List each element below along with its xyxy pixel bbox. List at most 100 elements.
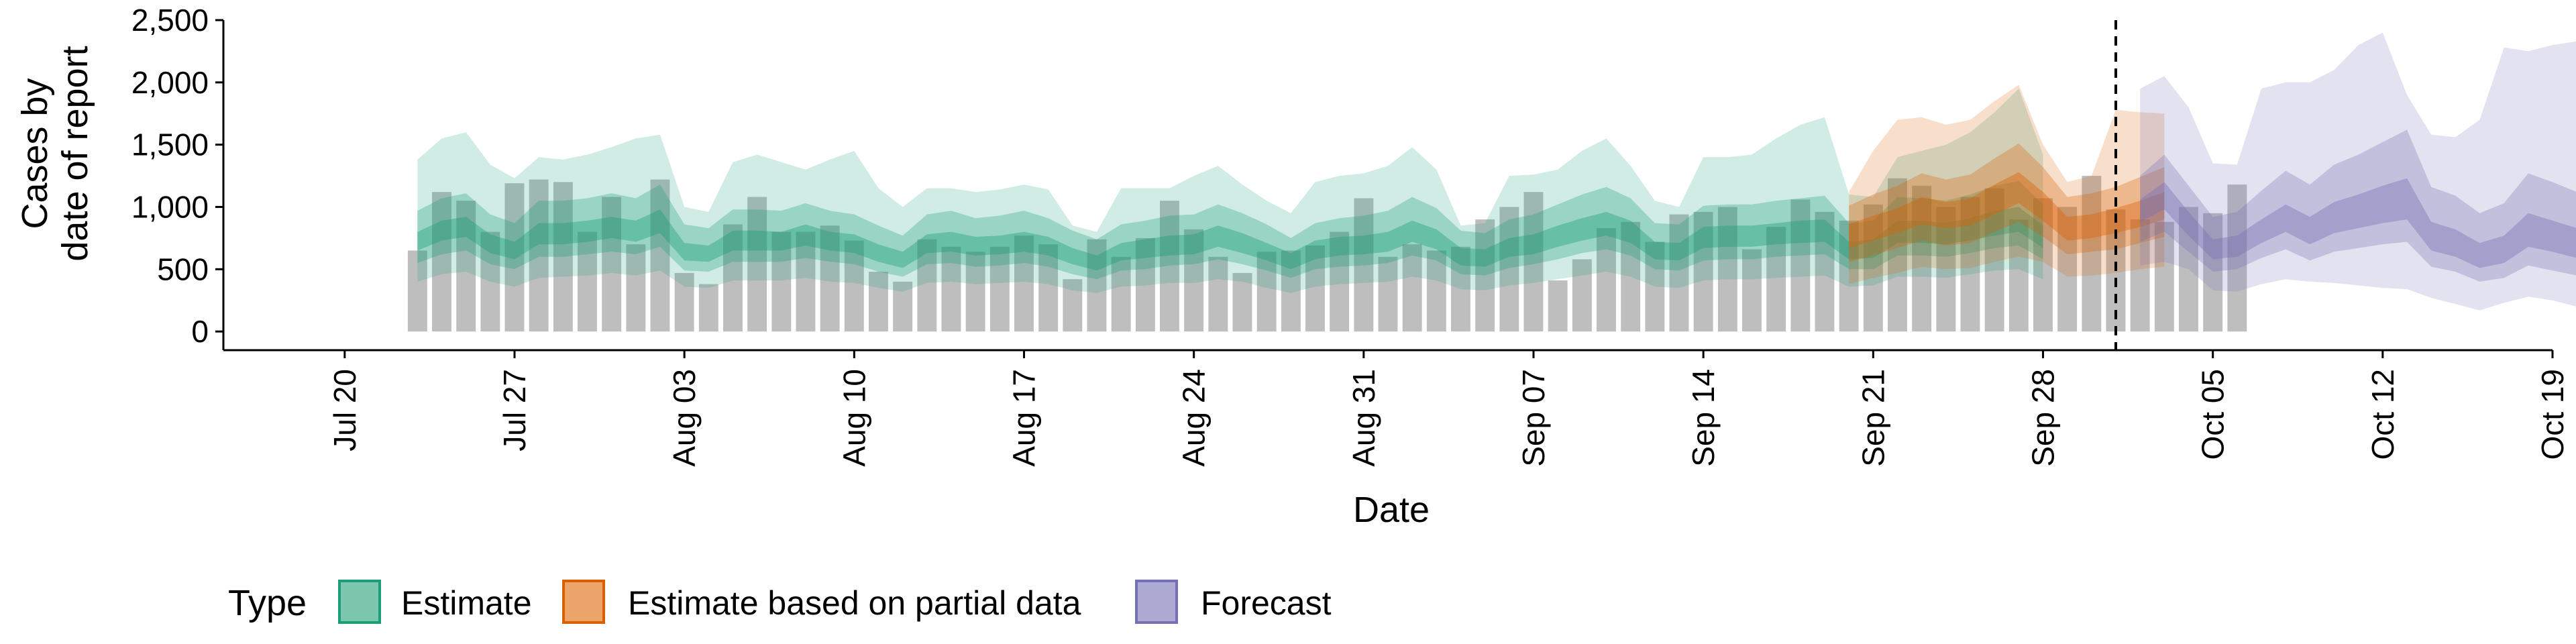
reported-cases-bar <box>504 183 525 332</box>
forecast-90-band <box>2140 32 2576 311</box>
legend-title: Type <box>228 583 307 623</box>
forecast-outer-band <box>2140 129 2576 282</box>
reported-cases-bar <box>1548 280 1568 332</box>
reported-cases-bar <box>1014 235 1034 332</box>
reported-cases-bar <box>1839 220 1859 332</box>
x-tick-label: Sep 21 <box>1856 369 1890 467</box>
reported-cases-bar <box>578 231 597 332</box>
reported-cases-bar <box>674 272 694 332</box>
plot-area <box>407 20 2576 350</box>
y-tick-label: 500 <box>157 252 209 286</box>
reported-cases-bar <box>456 201 476 332</box>
y-tick-label: 1,000 <box>131 189 209 224</box>
reported-cases-bar <box>1281 250 1301 332</box>
reported-cases-bar <box>941 246 961 332</box>
reported-cases-bar <box>965 252 985 332</box>
reported-cases-bar <box>1354 198 1374 332</box>
y-tick-label: 1,500 <box>131 127 209 162</box>
reported-cases-bar <box>529 179 549 332</box>
reported-cases-bar <box>1597 228 1616 332</box>
x-tick-label: Sep 07 <box>1516 369 1551 467</box>
x-tick-label: Aug 03 <box>667 369 702 467</box>
reported-cases-bar <box>407 250 427 332</box>
y-axis-label-line-1: Cases by <box>15 78 55 229</box>
reported-cases-bar <box>893 281 913 332</box>
y-tick-label: 2,000 <box>131 65 209 100</box>
axes: 0 500 1,000 1,500 2,000 2,500 Jul 20 Jul 27 Aug … <box>131 3 2570 467</box>
y-tick-label: 0 <box>191 314 209 349</box>
reported-cases-bar <box>1960 197 1980 332</box>
x-axis-label: Date <box>1353 490 1430 530</box>
x-tick-label: Jul 27 <box>497 369 532 451</box>
legend-swatch-estimate <box>338 580 381 624</box>
reported-cases-bar <box>1717 207 1737 332</box>
reported-cases-bar <box>1184 229 1204 332</box>
reported-cases-bar <box>1208 256 1228 332</box>
reported-cases-bar <box>2130 219 2150 332</box>
reported-cases-bar <box>1863 204 1883 332</box>
x-tick-label: Aug 10 <box>837 369 871 467</box>
estimate-90-band <box>417 89 2043 293</box>
legend-swatch-partial <box>562 580 605 624</box>
reported-cases-bar <box>869 272 888 332</box>
estimate-outer-band <box>417 180 2043 280</box>
partial-estimate-outer-band <box>1849 143 2165 262</box>
reported-cases-bar <box>2008 219 2029 332</box>
x-tick-label: Oct 19 <box>2535 369 2570 460</box>
reported-cases-bar <box>1766 227 1786 332</box>
reported-cases-bar <box>1936 207 1956 332</box>
reported-cases-bar <box>723 224 743 332</box>
reported-cases-bar <box>771 231 792 332</box>
reported-cases-bar <box>1621 221 1641 332</box>
reported-cases-bar <box>1984 188 2004 332</box>
reported-cases-bar <box>1330 231 1350 332</box>
reported-cases-bar <box>1572 259 1592 332</box>
legend-swatch-forecast <box>1135 580 1178 624</box>
reported-cases-bar <box>1426 250 1446 332</box>
partial-estimate-inner-band <box>1849 172 2165 248</box>
reported-cases-bar <box>698 284 718 332</box>
reported-cases-bar <box>2033 198 2053 332</box>
reported-cases-bar <box>1669 214 1689 332</box>
reported-cases-bar <box>626 244 646 332</box>
x-tick-label: Aug 24 <box>1177 369 1212 467</box>
reported-cases-bar <box>1815 211 1835 332</box>
reported-cases-bar <box>1742 249 1762 332</box>
legend: Type Estimate Estimate based on partial … <box>228 580 1332 624</box>
reported-cases-bar <box>480 231 500 332</box>
reported-cases-bar <box>1693 211 1713 332</box>
reported-cases-bar <box>432 192 451 332</box>
partial-estimate-90-band <box>1849 85 2165 284</box>
x-tick-label: Sep 28 <box>2026 369 2061 467</box>
reported-cases-bar <box>1499 207 1519 332</box>
reported-cases-bar <box>2082 176 2102 332</box>
reported-cases-bar <box>1111 256 1131 332</box>
reported-cases-bar <box>1378 256 1398 332</box>
reported-cases-bar <box>1135 237 1155 332</box>
y-tick-label: 2,500 <box>131 3 209 38</box>
reported-cases-bar <box>1063 279 1083 332</box>
x-tick-label: Aug 17 <box>1007 369 1042 467</box>
reported-cases-bar <box>2203 213 2223 332</box>
reported-cases-bar <box>989 246 1010 332</box>
reported-cases-bar <box>1475 219 1495 332</box>
reported-cases-bar <box>1402 244 1422 332</box>
reported-cases-bar <box>2179 207 2198 332</box>
reported-cases-bar <box>1790 199 1811 332</box>
x-tick-label: Aug 31 <box>1346 369 1381 467</box>
reported-cases-bar <box>796 231 816 332</box>
reported-cases-bar <box>844 240 864 332</box>
y-axis-label-line-2: date of report <box>55 46 95 261</box>
reported-cases-bar <box>1087 239 1107 332</box>
reported-cases-bar <box>1305 246 1325 332</box>
legend-label-partial: Estimate based on partial data <box>628 584 1081 622</box>
reported-cases-bar <box>1232 272 1252 332</box>
x-tick-label: Jul 20 <box>327 369 362 451</box>
reported-cases-bar <box>1888 178 1907 332</box>
x-tick-label: Sep 14 <box>1686 369 1721 467</box>
reported-cases-bar <box>2057 207 2078 332</box>
x-tick-label: Oct 05 <box>2196 369 2231 460</box>
reported-cases-bar <box>820 225 840 332</box>
forecast-inner-band <box>2140 178 2576 268</box>
